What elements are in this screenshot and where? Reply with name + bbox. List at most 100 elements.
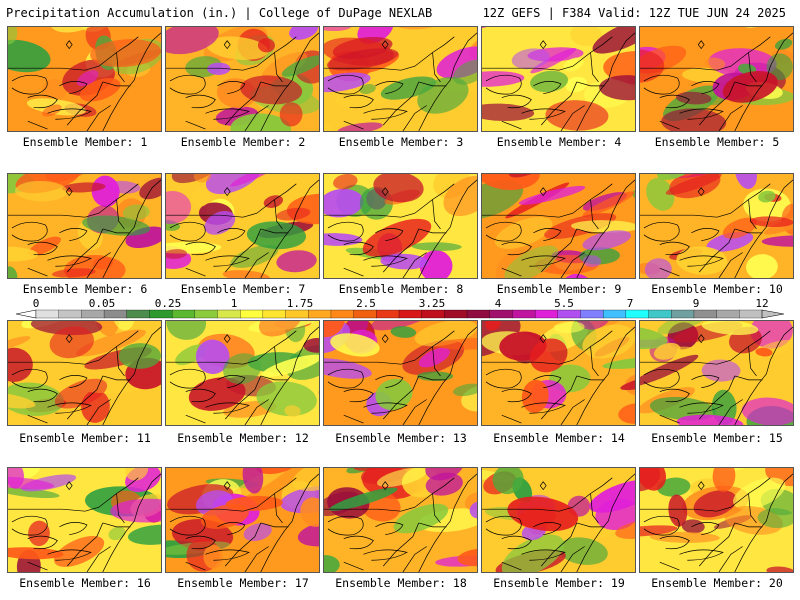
boundary-line	[116, 199, 125, 230]
boundary-line	[560, 252, 585, 278]
precip-contour	[49, 326, 94, 359]
boundary-line	[244, 546, 269, 572]
boundary-line	[659, 535, 690, 550]
ensemble-map-panel	[7, 320, 162, 426]
ensemble-map-panel	[323, 320, 478, 426]
boundary-line	[576, 81, 605, 87]
precip-contour	[8, 476, 55, 490]
precip-contour	[261, 354, 319, 377]
boundary-line	[102, 326, 161, 425]
boundary-line	[27, 120, 48, 130]
boundary-line	[244, 105, 269, 131]
boundary-line	[343, 535, 374, 550]
boundary-line	[224, 81, 262, 126]
boundary-line	[224, 228, 262, 273]
ensemble-member-label: Ensemble Member: 17	[177, 576, 309, 590]
precip-contour	[571, 220, 635, 233]
precip-contour	[324, 27, 352, 32]
location-marker	[65, 481, 73, 491]
location-marker	[381, 40, 389, 50]
boundary-line	[659, 120, 680, 130]
boundary-line	[185, 535, 216, 550]
boundary-line	[274, 52, 283, 83]
boundary-line	[27, 561, 48, 571]
legend-swatch	[103, 309, 128, 319]
precip-contour	[108, 526, 126, 541]
boundary-line	[560, 105, 585, 131]
precip-contour	[749, 216, 793, 228]
boundary-line	[501, 561, 522, 571]
precip-contour	[207, 62, 231, 75]
precip-contour	[82, 215, 151, 236]
precip-contour	[733, 477, 786, 510]
boundary-line	[102, 473, 161, 572]
boundary-line	[540, 228, 578, 273]
precip-contour	[8, 487, 60, 499]
precip-contour	[347, 321, 369, 336]
legend-swatch	[171, 309, 196, 319]
precip-contour	[492, 468, 524, 495]
precip-contour	[324, 72, 371, 93]
boundary-line	[482, 36, 613, 71]
precip-contour	[240, 75, 303, 105]
boundary-line	[521, 402, 566, 414]
legend-swatch	[126, 309, 150, 319]
boundary-line	[718, 399, 743, 425]
legend-tick-label: 5.5	[554, 297, 574, 310]
ensemble-map-panel	[481, 173, 636, 279]
precip-contour	[256, 381, 317, 417]
precip-contour	[258, 321, 302, 337]
boundary-line	[27, 267, 48, 277]
precip-contour	[230, 113, 291, 131]
boundary-line	[418, 81, 447, 87]
precip-contour	[375, 378, 413, 411]
boundary-line	[698, 228, 736, 273]
boundary-line	[102, 522, 131, 528]
boundary-line	[590, 52, 599, 83]
ensemble-map-panel	[481, 320, 636, 426]
precip-contour	[359, 83, 376, 95]
boundary-line	[205, 108, 250, 120]
legend-swatch	[489, 309, 513, 319]
boundary-line	[482, 330, 613, 365]
precip-contour	[582, 324, 635, 359]
legend-swatch	[671, 309, 695, 319]
boundary-line	[102, 32, 161, 131]
precip-contour	[92, 257, 114, 270]
boundary-line	[166, 183, 297, 218]
boundary-line	[324, 36, 455, 71]
legend-swatch	[603, 309, 627, 319]
precip-contour	[333, 174, 358, 190]
precip-contour	[110, 498, 161, 523]
legend-tick-label: 12	[755, 297, 768, 310]
precip-contour	[640, 326, 668, 350]
boundary-line	[402, 105, 427, 131]
legend-tick-label: 0.05	[89, 297, 116, 310]
precip-contour	[324, 188, 364, 218]
location-marker	[539, 481, 547, 491]
boundary-line	[540, 375, 578, 420]
precip-contour	[411, 242, 462, 251]
precip-contour	[657, 477, 691, 497]
boundary-line	[327, 515, 364, 536]
precip-contour	[482, 174, 540, 190]
precip-contour	[357, 27, 394, 44]
precip-contour	[504, 245, 559, 278]
precip-contour	[223, 353, 262, 385]
precip-contour	[206, 36, 269, 60]
precip-contour	[324, 358, 372, 379]
legend-tick-label: 9	[693, 297, 700, 310]
precip-contour	[15, 180, 68, 202]
boundary-line	[691, 522, 720, 536]
boundary-line	[343, 267, 364, 277]
precip-contour	[589, 479, 635, 513]
boundary-line	[27, 388, 58, 403]
precip-contour	[761, 235, 793, 247]
ensemble-map-panel	[639, 467, 794, 573]
boundary-line	[418, 326, 477, 425]
boundary-line	[375, 228, 404, 242]
boundary-line	[734, 228, 763, 234]
boundary-line	[66, 81, 104, 126]
legend-swatch	[580, 309, 604, 319]
precip-contour	[324, 123, 333, 131]
